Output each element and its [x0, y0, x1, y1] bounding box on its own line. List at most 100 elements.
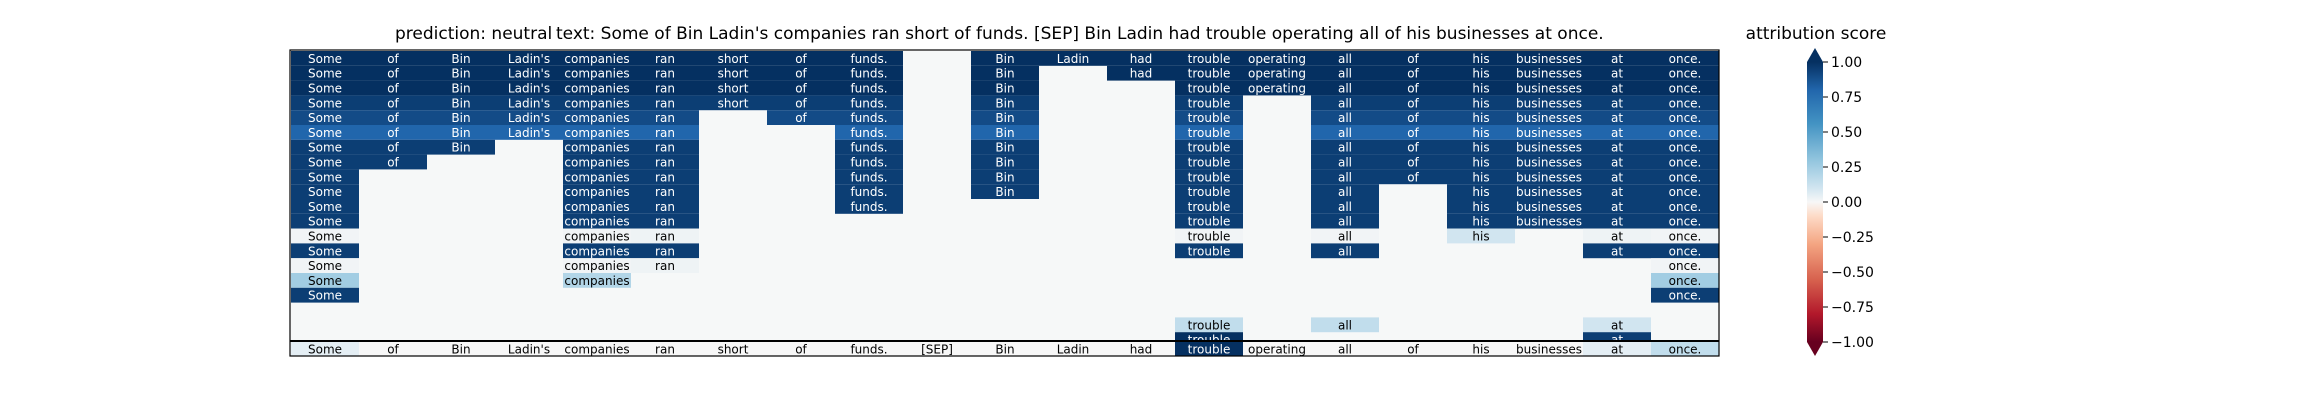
heatmap-cell-label: of [1407, 156, 1419, 170]
attribution-cell [1107, 342, 1175, 356]
token-label: all [1338, 343, 1352, 357]
heatmap-cell-label: all [1338, 111, 1352, 125]
heatmap-cell-label: at [1611, 141, 1623, 155]
heatmap-cell-label: funds. [850, 170, 887, 184]
heatmap-cell [1175, 154, 1243, 170]
heatmap-cell [1175, 184, 1243, 199]
heatmap-cell-label: Ladin's [508, 126, 550, 140]
heatmap-cell [631, 139, 699, 155]
heatmap-cell [767, 65, 835, 81]
heatmap-cell-label: Bin [995, 141, 1014, 155]
token-label: once. [1669, 343, 1702, 357]
heatmap-cell [1311, 199, 1379, 214]
heatmap-cell-label: his [1472, 96, 1489, 110]
heatmap-cell-label: companies [564, 274, 629, 288]
heatmap-cell-label: Some [308, 274, 342, 288]
heatmap-cell-label: Some [308, 156, 342, 170]
heatmap-cell-label: of [1407, 82, 1419, 96]
heatmap-cell-label: Some [308, 289, 342, 303]
heatmap-cell-label: all [1338, 52, 1352, 66]
attribution-cell [1039, 342, 1107, 356]
heatmap-cell [563, 258, 631, 273]
heatmap-cell [1651, 287, 1719, 303]
heatmap-cell-label: ran [655, 200, 675, 214]
heatmap-cell [359, 95, 427, 111]
heatmap-cell-label: of [1407, 126, 1419, 140]
heatmap-cell [631, 65, 699, 81]
heatmap-cell [1583, 169, 1651, 185]
heatmap-cell [427, 139, 495, 155]
heatmap-cell [1379, 65, 1447, 81]
heatmap-cell-label: had [1130, 67, 1153, 81]
heatmap-cell [1583, 228, 1651, 244]
heatmap-cell-label: Bin [451, 82, 470, 96]
heatmap-cell-label: at [1611, 215, 1623, 229]
heatmap-cell [1651, 228, 1719, 244]
heatmap-cell-label: companies [564, 52, 629, 66]
heatmap-cell [1447, 213, 1515, 229]
heatmap-cell [427, 80, 495, 96]
heatmap-cell-label: all [1338, 67, 1352, 81]
heatmap-cell-label: Bin [995, 170, 1014, 184]
heatmap-cell-label: Some [308, 215, 342, 229]
heatmap-cell [767, 110, 835, 125]
heatmap-cell [1651, 258, 1719, 273]
heatmap-cell-label: his [1472, 126, 1489, 140]
attribution-cell [1311, 342, 1379, 356]
heatmap-cell-label: Some [308, 259, 342, 273]
heatmap-cell-label: at [1611, 318, 1623, 332]
heatmap-cell [1175, 65, 1243, 81]
heatmap-cell [835, 51, 903, 66]
heatmap-cell-label: Ladin [1057, 52, 1090, 66]
heatmap-cell [1311, 139, 1379, 155]
heatmap-cell-label: funds. [850, 126, 887, 140]
heatmap-cell [835, 169, 903, 185]
heatmap-cell [1175, 110, 1243, 125]
heatmap-cell [1651, 51, 1719, 66]
heatmap-cell [631, 95, 699, 111]
heatmap-cell [971, 95, 1039, 111]
heatmap-cell-label: of [1407, 111, 1419, 125]
heatmap-cell [631, 184, 699, 199]
heatmap-cell-label: funds. [850, 141, 887, 155]
heatmap-cell [1583, 213, 1651, 229]
heatmap-cell-label: ran [655, 156, 675, 170]
heatmap-cell-label: Ladin's [508, 111, 550, 125]
heatmap-cell [971, 110, 1039, 125]
heatmap-cell-label: once. [1669, 215, 1702, 229]
heatmap-cell [1583, 80, 1651, 96]
heatmap-cell [1651, 110, 1719, 125]
heatmap-cell-label: funds. [850, 111, 887, 125]
heatmap-cell-label: funds. [850, 185, 887, 199]
heatmap-cell [291, 139, 359, 155]
heatmap-cell-label: all [1338, 156, 1352, 170]
heatmap-cell [1311, 228, 1379, 244]
heatmap-cell [495, 95, 563, 111]
heatmap-cell-label: of [795, 111, 807, 125]
heatmap-cell [1651, 213, 1719, 229]
heatmap-cell-label: businesses [1516, 126, 1582, 140]
heatmap-cell-label: of [387, 126, 399, 140]
heatmap-cell [427, 65, 495, 81]
colorbar-tick-label: 0.50 [1831, 125, 1862, 141]
heatmap-cell [495, 65, 563, 81]
colorbar-tick-label: 0.00 [1831, 195, 1862, 211]
heatmap-cell [631, 258, 699, 273]
token-label: of [387, 343, 399, 357]
colorbar-extend-bottom [1807, 342, 1823, 356]
heatmap-cell-label: trouble [1188, 82, 1231, 96]
heatmap-cell-label: all [1338, 230, 1352, 244]
heatmap-cell [1447, 95, 1515, 111]
heatmap-cell-label: Bin [995, 82, 1014, 96]
heatmap-cell [835, 154, 903, 170]
heatmap-cell-label: at [1611, 126, 1623, 140]
heatmap-cell [835, 125, 903, 140]
token-label: operating [1248, 343, 1306, 357]
heatmap-cell [1447, 199, 1515, 214]
heatmap-cell [1651, 95, 1719, 111]
heatmap-cell-label: once. [1669, 170, 1702, 184]
heatmap-cell-label: all [1338, 126, 1352, 140]
heatmap-cell [291, 169, 359, 185]
heatmap-cell-label: once. [1669, 200, 1702, 214]
attribution-cell [767, 342, 835, 356]
